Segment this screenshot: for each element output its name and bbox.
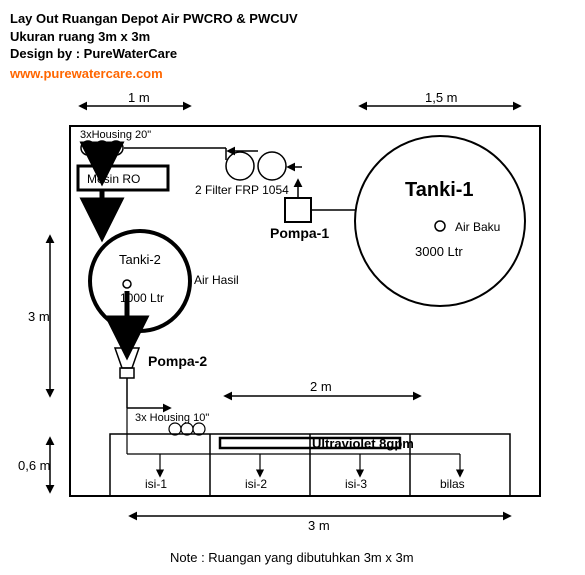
footer-note: Note : Ruangan yang dibutuhkan 3m x 3m <box>10 550 585 565</box>
tanki1-cap-label: 3000 Ltr <box>415 244 463 259</box>
housing10-c1 <box>169 423 181 435</box>
dim-top-left-label: 1 m <box>128 90 150 105</box>
header: Lay Out Ruangan Depot Air PWCRO & PWCUV … <box>10 10 585 82</box>
title-line: Lay Out Ruangan Depot Air PWCRO & PWCUV <box>10 10 585 28</box>
housing20-c1 <box>81 141 95 155</box>
tanki1-label: Tanki-1 <box>405 179 474 201</box>
isi1-label: isi-1 <box>145 477 167 491</box>
air-baku-label: Air Baku <box>455 220 500 234</box>
dim-bottom-label: 3 m <box>308 518 330 533</box>
url-line: www.purewatercare.com <box>10 65 585 83</box>
design-line: Design by : PureWaterCare <box>10 45 585 63</box>
dim-left-label: 3 m <box>28 309 50 324</box>
isi2-label: isi-2 <box>245 477 267 491</box>
housing20-c3 <box>109 141 123 155</box>
filter-frp-c1 <box>226 152 254 180</box>
uv-label: Ultraviolet 8gpm <box>312 436 414 451</box>
tanki2-label: Tanki-2 <box>119 252 161 267</box>
housing10-c3 <box>193 423 205 435</box>
bilas-label: bilas <box>440 477 465 491</box>
housing10-c2 <box>181 423 193 435</box>
housing20-label: 3xHousing 20" <box>80 129 151 141</box>
air-hasil-label: Air Hasil <box>194 273 239 287</box>
filter-frp-label: 2 Filter FRP 1054 <box>195 183 289 197</box>
tanki1-center-dot <box>435 221 445 231</box>
size-line: Ukuran ruang 3m x 3m <box>10 28 585 46</box>
housing10-label: 3x Housing 10" <box>135 412 209 424</box>
isi3-label: isi-3 <box>345 477 367 491</box>
pompa1-box <box>285 198 311 222</box>
dim-06-label: 0,6 m <box>18 458 51 473</box>
pompa1-label: Pompa-1 <box>270 225 329 241</box>
tanki2-circle <box>90 231 190 331</box>
mesin-ro-label: Mesin RO <box>87 172 140 186</box>
pompa2-box <box>120 368 134 378</box>
filter-frp-c2 <box>258 152 286 180</box>
pompa2-funnel <box>115 348 139 368</box>
pompa2-label: Pompa-2 <box>148 353 207 369</box>
dim-top-right-label: 1,5 m <box>425 90 458 105</box>
dim-mid-label: 2 m <box>310 379 332 394</box>
layout-diagram: 1 m 1,5 m 3xHousing 20" Mesin RO 2 Filte… <box>10 86 570 546</box>
tanki2-center-dot <box>123 280 131 288</box>
